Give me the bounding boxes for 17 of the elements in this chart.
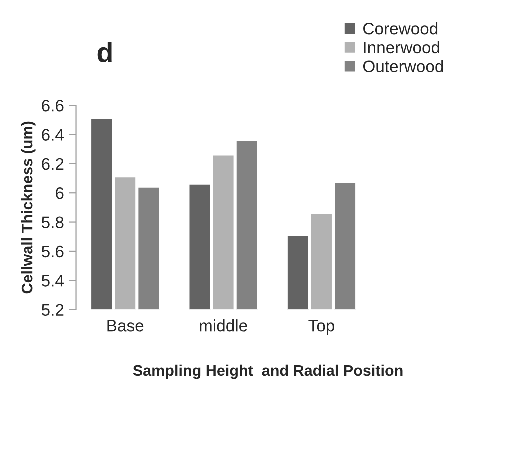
legend-label: Outerwood (363, 60, 444, 73)
legend-label: Corewood (364, 22, 438, 35)
y-axis-title: Cellwall Thickness (um) (22, 122, 36, 294)
y-tick-label: 5.4 (42, 275, 64, 287)
y-tick-label: 5.2 (42, 304, 64, 316)
x-axis-title: Sampling Height and Radial Position (133, 364, 403, 380)
y-tick-label: 6 (56, 188, 64, 200)
y-tick-label: 6.2 (42, 158, 64, 170)
y-tick-label: 6.4 (42, 129, 64, 141)
y-tick-label: 5.6 (42, 246, 64, 258)
y-tick-label: 5.8 (42, 216, 64, 228)
x-tick-label: middle (200, 320, 248, 332)
x-tick-label: Base (108, 320, 144, 332)
legend-label: Innerwood (364, 41, 440, 54)
x-tick-label: Top (308, 320, 334, 336)
chart-title: d (98, 42, 112, 63)
y-tick-label: 6.6 (42, 100, 64, 112)
